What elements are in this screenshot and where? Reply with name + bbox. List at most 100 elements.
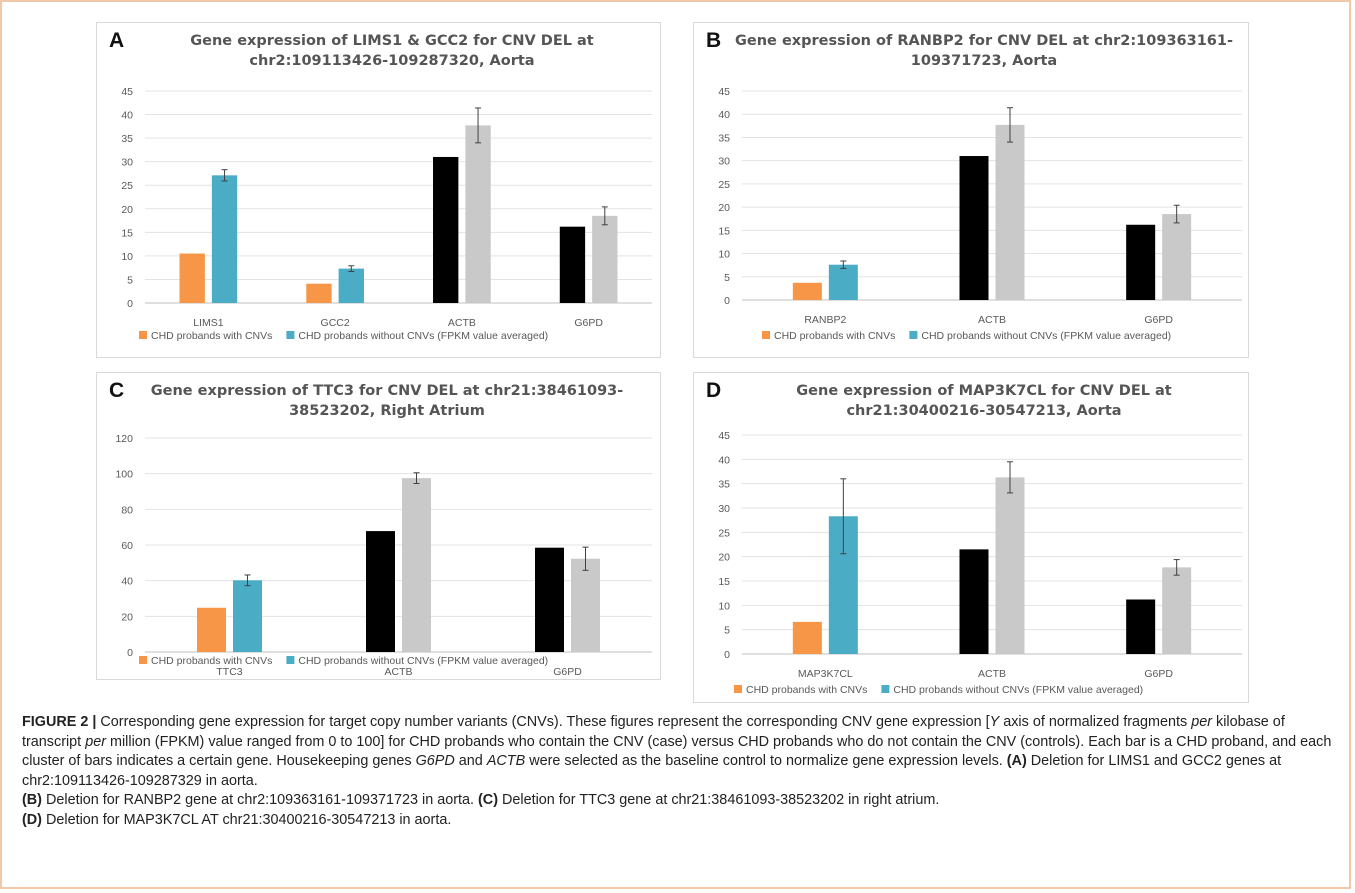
legend-label-control: CHD probands without CNVs (FPKM value av… — [298, 655, 548, 667]
chart-b: 0 5 10 15 20 25 30 35 40 45 RANBP2 ACTB G6PD CHD prob… — [718, 86, 1242, 342]
y-tick-label: 30 — [718, 156, 730, 168]
y-tick-label: 120 — [115, 433, 133, 445]
chart-title-line2: chr2:109113426-109287320, Aorta — [249, 53, 535, 69]
y-tick-label: 35 — [718, 479, 730, 491]
bar — [197, 607, 226, 652]
caption-italic: per — [85, 733, 106, 750]
y-tick-label: 0 — [127, 298, 133, 310]
panel-letter: A — [109, 29, 125, 52]
caption-italic: ACTB — [486, 753, 526, 770]
x-tick-label: GCC2 — [321, 317, 350, 329]
panel-letter: D — [706, 379, 722, 402]
legend-label-case: CHD probands with CNVs — [151, 330, 272, 342]
y-tick-label: 25 — [718, 179, 730, 191]
y-tick-label: 20 — [121, 611, 133, 623]
chart-title: Gene expression of TTC3 for CNV DEL at c… — [137, 381, 637, 421]
y-tick-label: 20 — [121, 204, 133, 216]
x-tick-label: G6PD — [1144, 668, 1173, 680]
x-tick-label: ACTB — [978, 668, 1006, 680]
y-tick-label: 15 — [718, 576, 730, 588]
legend-swatch-control — [909, 331, 918, 339]
y-tick-label: 15 — [121, 227, 133, 239]
y-tick-label: 25 — [121, 180, 133, 192]
y-tick-label: 40 — [718, 109, 730, 121]
x-tick-label: RANBP2 — [804, 314, 846, 326]
caption-text: Deletion for LIMS1 and GCC2 genes at chr… — [22, 753, 1282, 789]
y-tick-label: 5 — [127, 274, 133, 286]
caption-text: Corresponding gene expression for target… — [96, 714, 990, 730]
caption-italic: G6PD — [415, 753, 455, 770]
legend-swatch-control — [286, 331, 295, 339]
y-tick-label: 0 — [127, 647, 133, 659]
x-tick-label: ACTB — [448, 317, 476, 329]
chart-title-line1: Gene expression of MAP3K7CL for CNV DEL … — [796, 383, 1172, 399]
y-tick-label: 5 — [724, 272, 730, 284]
panel-a: 0 5 10 15 20 25 30 35 40 45 LIMS1 GCC2 ACTB G6PD CHD p… — [96, 22, 661, 358]
chart-title-line1: Gene expression of TTC3 for CNV DEL at c… — [150, 383, 624, 399]
legend-label-control: CHD probands without CNVs (FPKM value av… — [921, 330, 1171, 342]
chart-title-line1: Gene expression of RANBP2 for CNV DEL at… — [735, 33, 1233, 49]
x-tick-label: TTC3 — [216, 666, 242, 678]
legend-label-control: CHD probands without CNVs (FPKM value av… — [893, 684, 1143, 696]
chart-a: 0 5 10 15 20 25 30 35 40 45 LIMS1 GCC2 ACTB G6PD CHD p… — [121, 86, 652, 342]
caption-label: FIGURE 2 | — [22, 714, 97, 730]
chart-c: 0 20 40 60 80 100 120 TTC3 ACTB G6PD CHD probands … — [115, 433, 652, 678]
y-tick-label: 45 — [718, 86, 730, 98]
y-tick-label: 100 — [115, 469, 133, 481]
bar — [1126, 599, 1156, 654]
bar — [1162, 214, 1192, 300]
chart-title: Gene expression of RANBP2 for CNV DEL at… — [734, 31, 1234, 71]
y-tick-label: 25 — [718, 527, 730, 539]
bar — [402, 478, 431, 652]
caption-main: FIGURE 2 | Corresponding gene expression… — [22, 713, 1332, 791]
caption-bold: (A) — [1006, 753, 1027, 770]
caption-bold: (B) — [22, 792, 42, 809]
caption-bold: (D) — [22, 811, 42, 828]
y-tick-label: 40 — [121, 110, 133, 122]
y-tick-label: 45 — [121, 86, 133, 98]
chart-title-line2: 109371723, Aorta — [910, 53, 1058, 69]
caption-line-b: (B) Deletion for RANBP2 gene at chr2:109… — [22, 791, 1332, 811]
x-tick-label: G6PD — [574, 317, 603, 329]
x-tick-label: MAP3K7CL — [798, 668, 853, 680]
x-tick-label: LIMS1 — [193, 317, 224, 329]
figure-caption: FIGURE 2 | Corresponding gene expression… — [22, 713, 1332, 831]
caption-bold: (C) — [478, 792, 498, 809]
caption-text: were selected as the baseline control to… — [525, 753, 1007, 770]
caption-text: million (FPKM) value ranged from 0 to 10… — [22, 733, 1332, 770]
y-tick-label: 80 — [121, 504, 133, 516]
panel-c: 0 20 40 60 80 100 120 TTC3 ACTB G6PD CHD probands … — [96, 372, 661, 680]
chart-title: Gene expression of LIMS1 & GCC2 for CNV … — [157, 31, 627, 71]
bar — [959, 156, 989, 300]
y-tick-label: 0 — [724, 649, 730, 661]
y-tick-label: 15 — [718, 225, 730, 237]
caption-italic: Y — [989, 714, 1000, 730]
y-tick-label: 0 — [724, 295, 730, 307]
y-tick-label: 10 — [121, 251, 133, 263]
legend-label-control: CHD probands without CNVs (FPKM value av… — [298, 330, 548, 342]
bar — [433, 156, 459, 303]
panel-b: 0 5 10 15 20 25 30 35 40 45 RANBP2 ACTB G6PD CHD prob… — [693, 22, 1249, 358]
chart-title-line2: chr21:30400216-30547213, Aorta — [846, 403, 1122, 419]
bar — [1162, 567, 1192, 654]
bar — [233, 580, 262, 652]
caption-italic: per — [1191, 714, 1213, 730]
caption-text: and — [454, 753, 487, 770]
legend-swatch-case — [762, 331, 770, 339]
caption-text: Deletion for TTC3 gene at chr21:38461093… — [498, 792, 940, 809]
x-tick-label: ACTB — [384, 666, 412, 678]
caption-text: Deletion for MAP3K7CL AT chr21:30400216-… — [41, 811, 452, 828]
y-tick-label: 35 — [718, 132, 730, 144]
legend-label-case: CHD probands with CNVs — [151, 655, 272, 667]
bar — [559, 226, 586, 303]
bar — [535, 547, 564, 652]
panel-letter: C — [109, 379, 125, 402]
legend-swatch-control — [286, 656, 295, 664]
x-tick-label: ACTB — [978, 314, 1006, 326]
bar — [465, 125, 491, 303]
caption-line-d: (D) Deletion for MAP3K7CL AT chr21:30400… — [22, 811, 1332, 831]
bar — [306, 283, 332, 303]
bar — [995, 124, 1025, 300]
caption-text: Deletion for RANBP2 gene at chr2:1093631… — [41, 792, 475, 809]
